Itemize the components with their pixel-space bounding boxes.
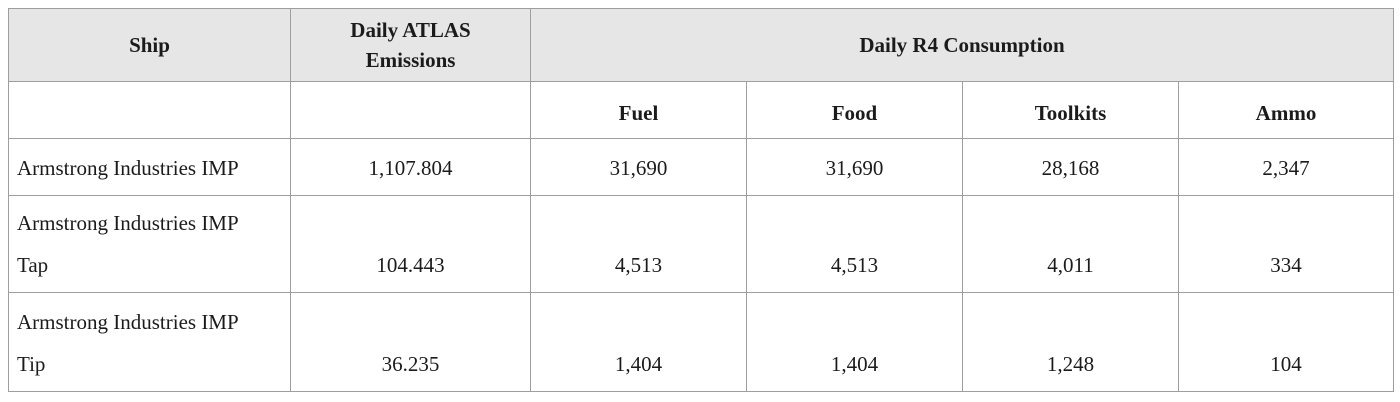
cell-atlas-emissions: 1,107.804 xyxy=(290,138,531,196)
col-header-fuel: Fuel xyxy=(530,81,747,139)
table-row: Armstrong Industries IMP 1,107.804 31,69… xyxy=(8,138,1395,196)
ship-name-text: Armstrong Industries IMP Tip xyxy=(17,310,238,376)
col-header-ammo: Ammo xyxy=(1177,81,1395,139)
col-header-food: Food xyxy=(746,81,963,139)
col-header-atlas-emissions: Daily ATLAS Emissions xyxy=(290,8,531,82)
cell-ammo: 334 xyxy=(1177,195,1395,293)
cell-toolkits: 1,248 xyxy=(962,292,1179,392)
col-group-header-r4-consumption: Daily R4 Consumption xyxy=(529,8,1395,82)
cell-toolkits: 4,011 xyxy=(962,195,1179,293)
ship-consumption-table-container: Ship Daily ATLAS Emissions Daily R4 Cons… xyxy=(8,8,1395,392)
ship-consumption-table: Ship Daily ATLAS Emissions Daily R4 Cons… xyxy=(8,8,1395,392)
table-row: Armstrong Industries IMP Tip 36.235 1,40… xyxy=(8,292,1395,392)
cell-ship-name: Armstrong Industries IMP Tap xyxy=(8,195,291,293)
col-header-ship-label: Ship xyxy=(129,33,170,57)
cell-fuel: 1,404 xyxy=(530,292,747,392)
cell-atlas-emissions: 36.235 xyxy=(290,292,531,392)
col-header-ship: Ship xyxy=(8,8,291,82)
cell-ammo: 104 xyxy=(1177,292,1395,392)
cell-fuel: 31,690 xyxy=(530,138,747,196)
col-group-header-r4-consumption-label: Daily R4 Consumption xyxy=(859,33,1065,57)
ship-name-text: Armstrong Industries IMP xyxy=(17,156,239,180)
cell-ship-name: Armstrong Industries IMP xyxy=(8,138,291,196)
cell-fuel: 4,513 xyxy=(530,195,747,293)
col-header-atlas-emissions-label: Daily ATLAS Emissions xyxy=(350,18,471,72)
cell-food: 1,404 xyxy=(746,292,963,392)
cell-toolkits: 28,168 xyxy=(962,138,1179,196)
header-row-subcolumns: Fuel Food Toolkits Ammo xyxy=(8,81,1395,139)
cell-ammo: 2,347 xyxy=(1177,138,1395,196)
col-subheader-ship-empty xyxy=(8,81,291,139)
cell-ship-name: Armstrong Industries IMP Tip xyxy=(8,292,291,392)
cell-atlas-emissions: 104.443 xyxy=(290,195,531,293)
col-header-toolkits: Toolkits xyxy=(962,81,1179,139)
header-row-groups: Ship Daily ATLAS Emissions Daily R4 Cons… xyxy=(8,8,1395,82)
cell-food: 4,513 xyxy=(746,195,963,293)
cell-food: 31,690 xyxy=(746,138,963,196)
ship-name-text: Armstrong Industries IMP Tap xyxy=(17,211,238,277)
table-row: Armstrong Industries IMP Tap 104.443 4,5… xyxy=(8,195,1395,293)
col-subheader-atlas-empty xyxy=(290,81,531,139)
